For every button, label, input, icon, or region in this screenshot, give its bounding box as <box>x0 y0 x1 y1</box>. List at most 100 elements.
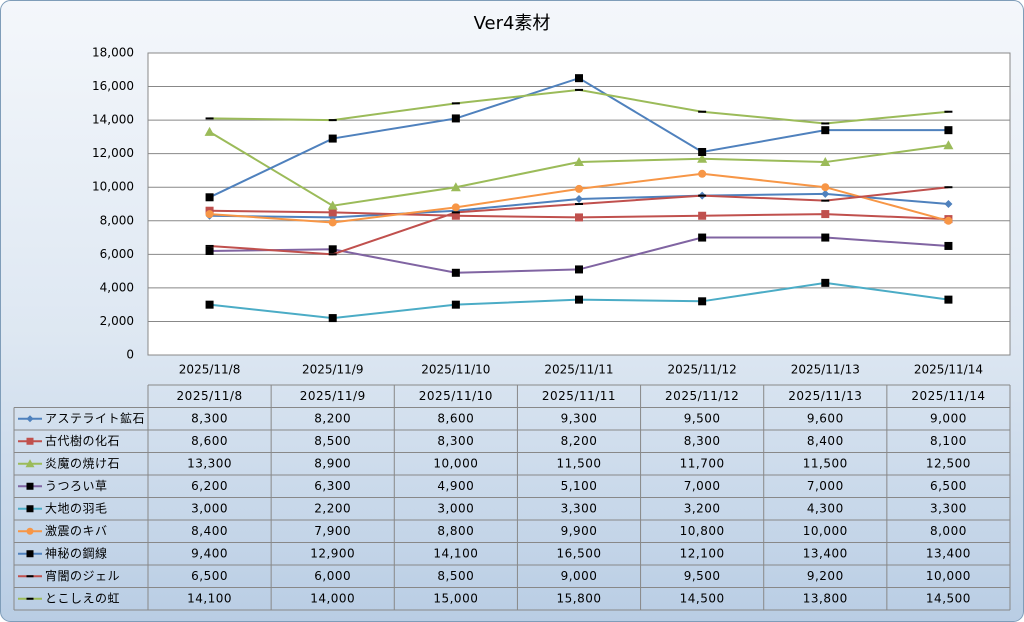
table-cell: 9,300 <box>561 411 598 425</box>
table-cell: 9,900 <box>561 524 598 538</box>
table-cell: 3,300 <box>561 501 598 515</box>
table-cell: 15,800 <box>557 591 602 605</box>
table-cell: 6,300 <box>314 479 351 493</box>
marker <box>575 184 583 193</box>
legend-label: アステライト鉱石 <box>45 410 145 425</box>
table-cell: 11,500 <box>557 456 602 470</box>
table-cell: 7,000 <box>684 479 721 493</box>
x-tick-label: 2025/11/9 <box>302 363 364 377</box>
y-tick-label: 16,000 <box>92 79 134 93</box>
table-cell: 12,500 <box>926 456 971 470</box>
marker <box>451 114 460 123</box>
marker <box>575 74 583 83</box>
marker <box>698 169 707 178</box>
table-cell: 14,100 <box>433 546 478 560</box>
marker <box>821 233 830 242</box>
legend-label: 炎魔の焼け石 <box>45 455 120 470</box>
table-cell: 9,500 <box>684 569 721 583</box>
table-cell: 6,500 <box>191 569 228 583</box>
marker <box>821 126 830 135</box>
legend-label: 激震のキバ <box>45 524 108 538</box>
marker <box>575 203 583 205</box>
marker <box>205 244 214 247</box>
y-tick-label: 18,000 <box>92 46 134 60</box>
table-cell: 2,200 <box>314 501 351 515</box>
table-cell: 16,500 <box>557 546 602 560</box>
marker <box>327 200 338 210</box>
legend-label: 古代樹の化石 <box>45 433 120 448</box>
table-cell: 10,800 <box>680 524 725 538</box>
table-cell: 9,000 <box>561 569 598 583</box>
legend-marker <box>25 459 35 468</box>
table-cell: 11,700 <box>680 456 725 470</box>
table-cell: 8,400 <box>807 434 844 448</box>
table-cell: 6,500 <box>930 479 967 493</box>
marker <box>944 126 953 135</box>
marker <box>451 211 460 214</box>
marker <box>328 253 337 256</box>
marker <box>328 134 337 143</box>
y-tick-label: 8,000 <box>100 213 134 227</box>
x-tick-label: 2025/11/13 <box>791 363 860 377</box>
legend-marker <box>26 437 34 445</box>
marker <box>204 126 215 136</box>
marker <box>821 278 830 287</box>
marker <box>697 153 708 163</box>
table-cell: 8,200 <box>314 411 351 425</box>
marker <box>821 183 830 192</box>
table-cell: 8,000 <box>930 524 967 538</box>
table-cell: 8,100 <box>930 434 967 448</box>
chart-title: Ver4素材 <box>474 13 551 34</box>
legend-label: 大地の羽毛 <box>45 501 108 515</box>
marker <box>575 295 583 304</box>
marker <box>943 140 954 150</box>
table-cell: 8,800 <box>437 524 474 538</box>
marker <box>698 147 707 156</box>
table-cell: 10,000 <box>803 524 848 538</box>
legend-marker <box>26 527 34 535</box>
marker <box>450 182 461 192</box>
y-tick-label: 6,000 <box>100 247 134 261</box>
legend-marker <box>26 575 34 578</box>
table-cell: 3,000 <box>191 501 228 515</box>
y-tick-label: 10,000 <box>92 180 134 194</box>
table-cell: 12,900 <box>310 546 355 560</box>
table-cell: 8,600 <box>191 434 228 448</box>
table-cell: 8,500 <box>437 569 474 583</box>
marker <box>205 117 214 120</box>
marker <box>328 119 337 122</box>
table-cell: 9,500 <box>684 411 721 425</box>
table-header: 2025/11/10 <box>419 389 493 403</box>
marker <box>944 200 953 208</box>
x-tick-label: 2025/11/11 <box>544 363 613 377</box>
table-cell: 14,500 <box>926 591 971 605</box>
x-tick-label: 2025/11/10 <box>421 363 490 377</box>
table-cell: 4,900 <box>437 479 474 493</box>
marker <box>205 193 214 202</box>
table-cell: 9,400 <box>191 546 228 560</box>
table-header: 2025/11/8 <box>177 389 243 403</box>
table-cell: 3,000 <box>437 501 474 515</box>
legend-label: うつろい草 <box>45 479 108 493</box>
table-cell: 8,600 <box>437 411 474 425</box>
table-cell: 3,300 <box>930 501 967 515</box>
marker <box>574 157 584 167</box>
table-cell: 15,000 <box>433 591 478 605</box>
table-header: 2025/11/14 <box>911 389 985 403</box>
legend-marker <box>26 482 34 490</box>
table-cell: 14,100 <box>187 591 232 605</box>
marker <box>944 295 953 304</box>
legend-label: 宵闇のジェル <box>45 568 120 583</box>
table-cell: 8,500 <box>314 434 351 448</box>
legend-marker <box>26 550 34 558</box>
marker <box>205 246 214 255</box>
marker <box>451 211 460 220</box>
table-header: 2025/11/12 <box>665 389 739 403</box>
legend-marker <box>26 415 34 423</box>
legend-marker <box>26 505 34 513</box>
y-tick-label: 4,000 <box>100 280 134 294</box>
table-cell: 13,800 <box>803 591 848 605</box>
marker <box>698 297 707 306</box>
table-cell: 8,300 <box>684 434 721 448</box>
